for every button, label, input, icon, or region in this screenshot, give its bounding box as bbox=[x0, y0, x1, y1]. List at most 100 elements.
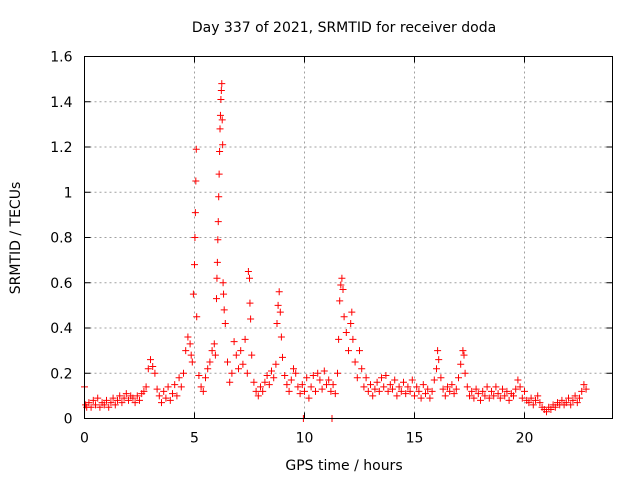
data-point bbox=[228, 369, 236, 377]
data-point bbox=[314, 369, 322, 377]
data-point bbox=[281, 372, 289, 380]
data-point bbox=[358, 365, 366, 373]
data-point bbox=[439, 385, 447, 393]
data-point bbox=[160, 387, 168, 395]
data-point bbox=[408, 376, 416, 384]
data-point bbox=[490, 392, 498, 400]
data-point bbox=[283, 381, 291, 389]
data-point bbox=[510, 392, 517, 400]
data-point bbox=[217, 95, 225, 103]
data-point bbox=[195, 372, 203, 380]
data-point bbox=[118, 399, 126, 407]
data-point bbox=[246, 299, 254, 307]
data-point bbox=[129, 394, 137, 402]
data-series bbox=[81, 80, 590, 422]
data-point bbox=[395, 383, 403, 391]
data-point bbox=[218, 116, 226, 124]
data-point bbox=[191, 261, 198, 269]
data-point bbox=[571, 392, 579, 400]
data-point bbox=[446, 387, 454, 395]
data-point bbox=[216, 111, 224, 119]
data-point bbox=[417, 394, 425, 402]
data-point bbox=[214, 236, 222, 244]
data-point bbox=[216, 125, 224, 133]
data-point bbox=[175, 374, 183, 382]
data-point bbox=[189, 290, 197, 298]
data-point bbox=[202, 374, 209, 382]
data-point bbox=[219, 141, 227, 149]
data-point bbox=[107, 399, 115, 407]
data-point bbox=[435, 356, 443, 364]
data-point bbox=[259, 387, 267, 395]
data-point bbox=[211, 351, 219, 359]
axis-labels: 0 5 10 15 20 0 0.2 0.4 0.6 0.8 1 1.2 1.4 1.6 bbox=[50, 50, 533, 447]
y-tick-label: 0.4 bbox=[50, 321, 72, 337]
data-point bbox=[499, 385, 506, 393]
axis-ticks bbox=[84, 56, 613, 419]
data-point bbox=[325, 376, 333, 384]
data-point bbox=[516, 383, 524, 391]
data-point bbox=[191, 234, 199, 241]
data-point bbox=[532, 396, 539, 404]
x-tick-label: 10 bbox=[296, 431, 314, 447]
y-tick-label: 0.8 bbox=[50, 231, 72, 247]
data-point bbox=[215, 170, 223, 178]
data-point bbox=[327, 387, 335, 395]
data-point bbox=[239, 360, 247, 368]
data-point bbox=[214, 218, 222, 226]
data-point bbox=[244, 267, 252, 275]
data-point bbox=[415, 387, 423, 395]
data-point bbox=[342, 329, 350, 337]
data-point bbox=[169, 390, 176, 398]
data-point bbox=[103, 396, 110, 404]
data-point bbox=[166, 396, 174, 404]
data-point bbox=[348, 308, 356, 316]
data-point bbox=[92, 401, 99, 409]
data-point bbox=[142, 383, 150, 391]
data-point bbox=[565, 394, 572, 402]
data-point bbox=[180, 369, 187, 377]
data-point bbox=[529, 401, 537, 409]
data-point bbox=[496, 394, 504, 402]
data-point bbox=[116, 392, 124, 400]
data-point bbox=[460, 351, 468, 359]
data-point bbox=[547, 405, 555, 413]
data-point bbox=[400, 378, 407, 386]
data-point bbox=[512, 385, 520, 393]
data-point bbox=[448, 381, 456, 389]
data-point bbox=[501, 392, 509, 400]
data-point bbox=[197, 383, 205, 391]
data-point bbox=[309, 372, 317, 380]
data-point bbox=[474, 390, 482, 398]
data-point bbox=[217, 86, 225, 94]
data-point bbox=[133, 392, 141, 400]
data-point bbox=[149, 362, 157, 370]
data-point bbox=[276, 308, 284, 316]
data-point bbox=[391, 376, 399, 384]
data-point bbox=[114, 396, 121, 404]
data-point bbox=[213, 274, 221, 282]
data-point bbox=[292, 369, 300, 377]
data-point bbox=[422, 390, 429, 398]
data-point bbox=[171, 381, 179, 389]
data-point bbox=[140, 387, 148, 395]
data-point bbox=[457, 360, 465, 368]
data-point bbox=[274, 301, 282, 309]
data-point bbox=[243, 369, 251, 377]
data-point bbox=[192, 177, 200, 185]
plot-frame bbox=[84, 56, 613, 419]
data-point bbox=[578, 387, 586, 395]
data-point bbox=[109, 394, 117, 402]
data-point bbox=[384, 387, 392, 395]
data-point bbox=[120, 394, 128, 402]
data-point bbox=[543, 408, 550, 416]
data-point bbox=[525, 399, 533, 407]
data-point bbox=[567, 401, 575, 409]
data-point bbox=[263, 372, 271, 380]
data-point bbox=[349, 335, 357, 343]
data-point bbox=[505, 396, 513, 404]
data-point bbox=[89, 396, 97, 404]
data-point bbox=[573, 399, 581, 407]
data-point bbox=[468, 387, 476, 395]
data-point bbox=[224, 358, 231, 366]
